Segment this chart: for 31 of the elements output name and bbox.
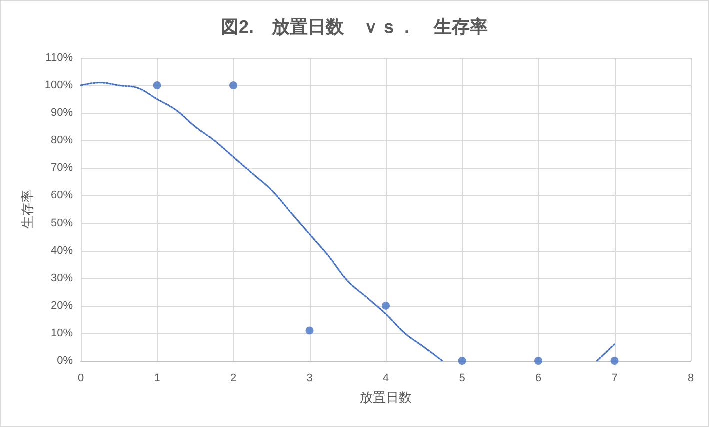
x-tick-label: 6 [535,372,542,384]
point [230,82,238,90]
y-axis-title: 生存率 [20,190,35,229]
point [382,302,390,310]
x-tick-label: 2 [230,372,237,384]
y-tick-label: 100% [44,80,74,92]
x-tick-label: 7 [612,372,618,384]
y-tick-label: 50% [50,217,74,230]
x-tick-label: 0 [78,372,84,384]
y-tick-label: 30% [50,272,74,284]
x-tick-label: 3 [306,372,313,384]
y-tick-label: 40% [50,244,74,257]
y-tick-label: 90% [50,107,74,120]
point [610,357,619,365]
x-axis-title: 放置日数 [360,390,412,405]
point [458,357,466,365]
y-tick-label: 60% [50,190,74,202]
x-tick-label: 8 [688,372,694,384]
y-tick-label: 20% [50,300,74,312]
x-tick-label: 5 [459,372,466,384]
x-tick-label: 1 [154,372,160,384]
y-tick-label: 110% [46,52,74,64]
point [306,326,314,335]
point [534,357,542,365]
x-tick-label: 4 [382,372,390,384]
y-tick-label: 0% [57,355,74,367]
y-tick-label: 10% [50,327,74,340]
point [153,82,162,90]
chart-title: 図2. 放置日数 ｖｓ． 生存率 [220,17,488,37]
y-tick-label: 80% [50,134,74,147]
y-tick-label: 70% [50,162,74,174]
